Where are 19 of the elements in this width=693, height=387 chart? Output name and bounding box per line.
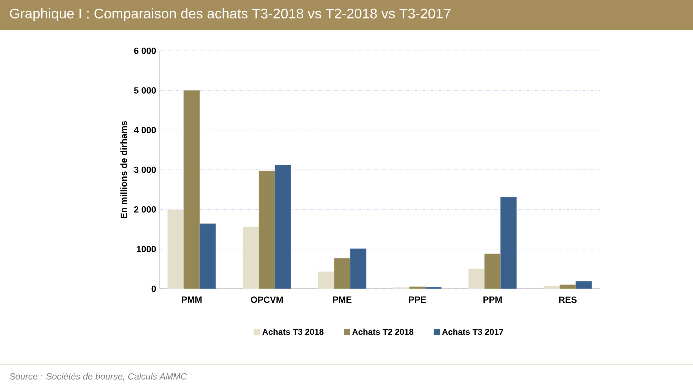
x-tick-label: PPE — [409, 296, 426, 303]
y-tick-label: 6 000 — [134, 48, 156, 54]
y-tick-label: 2 000 — [134, 206, 156, 213]
y-tick-label: 1000 — [137, 246, 156, 253]
y-tick-label: 0 — [152, 286, 156, 292]
x-tick-label: PPM — [484, 296, 502, 303]
x-tick-label: RES — [559, 296, 577, 304]
y-tick-label: 3 000 — [134, 166, 156, 174]
x-tick-label: OPCVM — [251, 296, 284, 304]
legend-label: Achats T3 2017 — [442, 328, 504, 336]
x-tick-label: PME — [333, 296, 352, 303]
chart-title: Graphique I : Comparaison des achats T3-2018 vs T2-2018 vs T3-2017 — [10, 8, 451, 22]
legend-label: Achats T2 2018 — [352, 328, 414, 336]
x-tick-label: PMM — [182, 296, 202, 303]
source-note: Source : Sociétés de bourse, Calculs AMMC — [10, 373, 188, 381]
legend-label: Achats T3 2018 — [262, 328, 324, 336]
y-tick-label: 5 000 — [134, 87, 156, 94]
y-axis-title: En millions de dirhams — [120, 121, 128, 218]
y-tick-label: 4 000 — [134, 127, 156, 134]
